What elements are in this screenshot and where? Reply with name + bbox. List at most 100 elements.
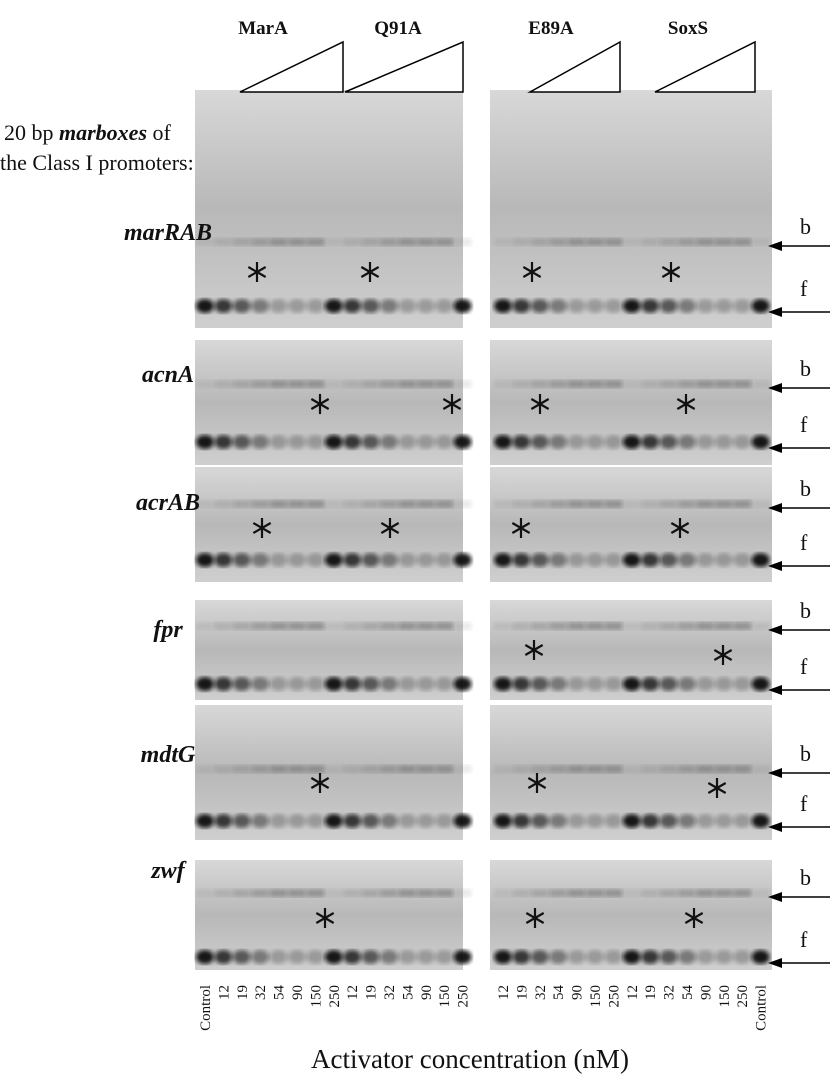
bound-band	[733, 238, 751, 246]
bound-band	[343, 500, 361, 508]
free-band	[531, 950, 549, 964]
free-band	[568, 677, 586, 691]
bound-band	[196, 622, 214, 630]
free-band	[549, 299, 567, 313]
gel-row	[195, 860, 772, 970]
bound-band	[678, 238, 696, 246]
free-band	[233, 814, 251, 828]
bound-band	[454, 238, 472, 246]
free-band	[715, 299, 733, 313]
free-band	[454, 435, 472, 449]
bound-band	[623, 889, 641, 897]
bound-band	[196, 765, 214, 773]
bound-band	[196, 380, 214, 388]
free-band	[568, 299, 586, 313]
free-band	[398, 553, 416, 567]
bound-band	[325, 238, 343, 246]
lane-label: 54	[551, 985, 567, 1001]
lane-label: 32	[662, 985, 678, 1000]
bound-band	[362, 622, 380, 630]
free-band	[270, 677, 288, 691]
bound-band	[549, 889, 567, 897]
bound-band	[362, 238, 380, 246]
free-band	[733, 553, 751, 567]
bound-band	[586, 889, 604, 897]
bound-band	[288, 765, 306, 773]
gel-images	[195, 90, 772, 970]
free-band	[435, 553, 453, 567]
bound-band	[568, 238, 586, 246]
lane-label: Control	[198, 985, 214, 1031]
free-band	[733, 435, 751, 449]
free-band	[288, 553, 306, 567]
gel-row	[195, 90, 772, 328]
free-band	[251, 677, 269, 691]
free-band	[233, 553, 251, 567]
bound-band	[678, 622, 696, 630]
lane-label: 250	[735, 985, 751, 1008]
free-band	[586, 677, 604, 691]
free-band	[678, 435, 696, 449]
bound-band	[362, 765, 380, 773]
free-band	[306, 677, 324, 691]
bound-band	[733, 500, 751, 508]
free-band	[549, 814, 567, 828]
free-band	[696, 814, 714, 828]
free-band	[678, 553, 696, 567]
lane-label: 19	[235, 985, 251, 1000]
bound-label: b	[800, 476, 811, 501]
bound-band	[641, 238, 659, 246]
column-header: MarA	[238, 18, 288, 39]
bound-band	[733, 380, 751, 388]
free-band	[214, 950, 232, 964]
free-band	[325, 677, 343, 691]
free-band	[568, 553, 586, 567]
free-band	[641, 677, 659, 691]
free-band	[715, 435, 733, 449]
free-label: f	[800, 927, 808, 952]
bound-band	[380, 238, 398, 246]
bound-band	[696, 380, 714, 388]
bound-band	[306, 238, 324, 246]
bound-band	[715, 622, 733, 630]
free-band	[214, 553, 232, 567]
bound-band	[696, 622, 714, 630]
bound-band	[549, 622, 567, 630]
bound-band	[604, 380, 622, 388]
free-band	[660, 299, 678, 313]
free-label: f	[800, 791, 808, 816]
lane-label: 54	[680, 985, 696, 1001]
bound-band	[531, 765, 549, 773]
free-band	[512, 553, 530, 567]
free-band	[623, 950, 641, 964]
free-band	[362, 814, 380, 828]
bound-band	[586, 765, 604, 773]
bound-band	[288, 500, 306, 508]
bound-band	[306, 765, 324, 773]
bound-band	[435, 380, 453, 388]
free-band	[270, 299, 288, 313]
free-band	[568, 950, 586, 964]
bound-band	[270, 380, 288, 388]
side-title-emphasis: marboxes	[59, 120, 147, 145]
bound-band	[398, 500, 416, 508]
free-band	[733, 677, 751, 691]
free-band	[288, 435, 306, 449]
free-band	[251, 435, 269, 449]
free-band	[696, 553, 714, 567]
gel-row	[195, 600, 772, 700]
free-band	[604, 553, 622, 567]
bound-band	[568, 765, 586, 773]
bound-band	[325, 622, 343, 630]
free-band	[343, 299, 361, 313]
bound-label: b	[800, 214, 811, 239]
bound-band	[568, 500, 586, 508]
free-band	[214, 814, 232, 828]
free-band	[380, 553, 398, 567]
free-band	[494, 553, 512, 567]
free-band	[512, 299, 530, 313]
bound-band	[641, 622, 659, 630]
free-band	[494, 814, 512, 828]
bound-band	[494, 238, 512, 246]
free-band	[196, 950, 214, 964]
